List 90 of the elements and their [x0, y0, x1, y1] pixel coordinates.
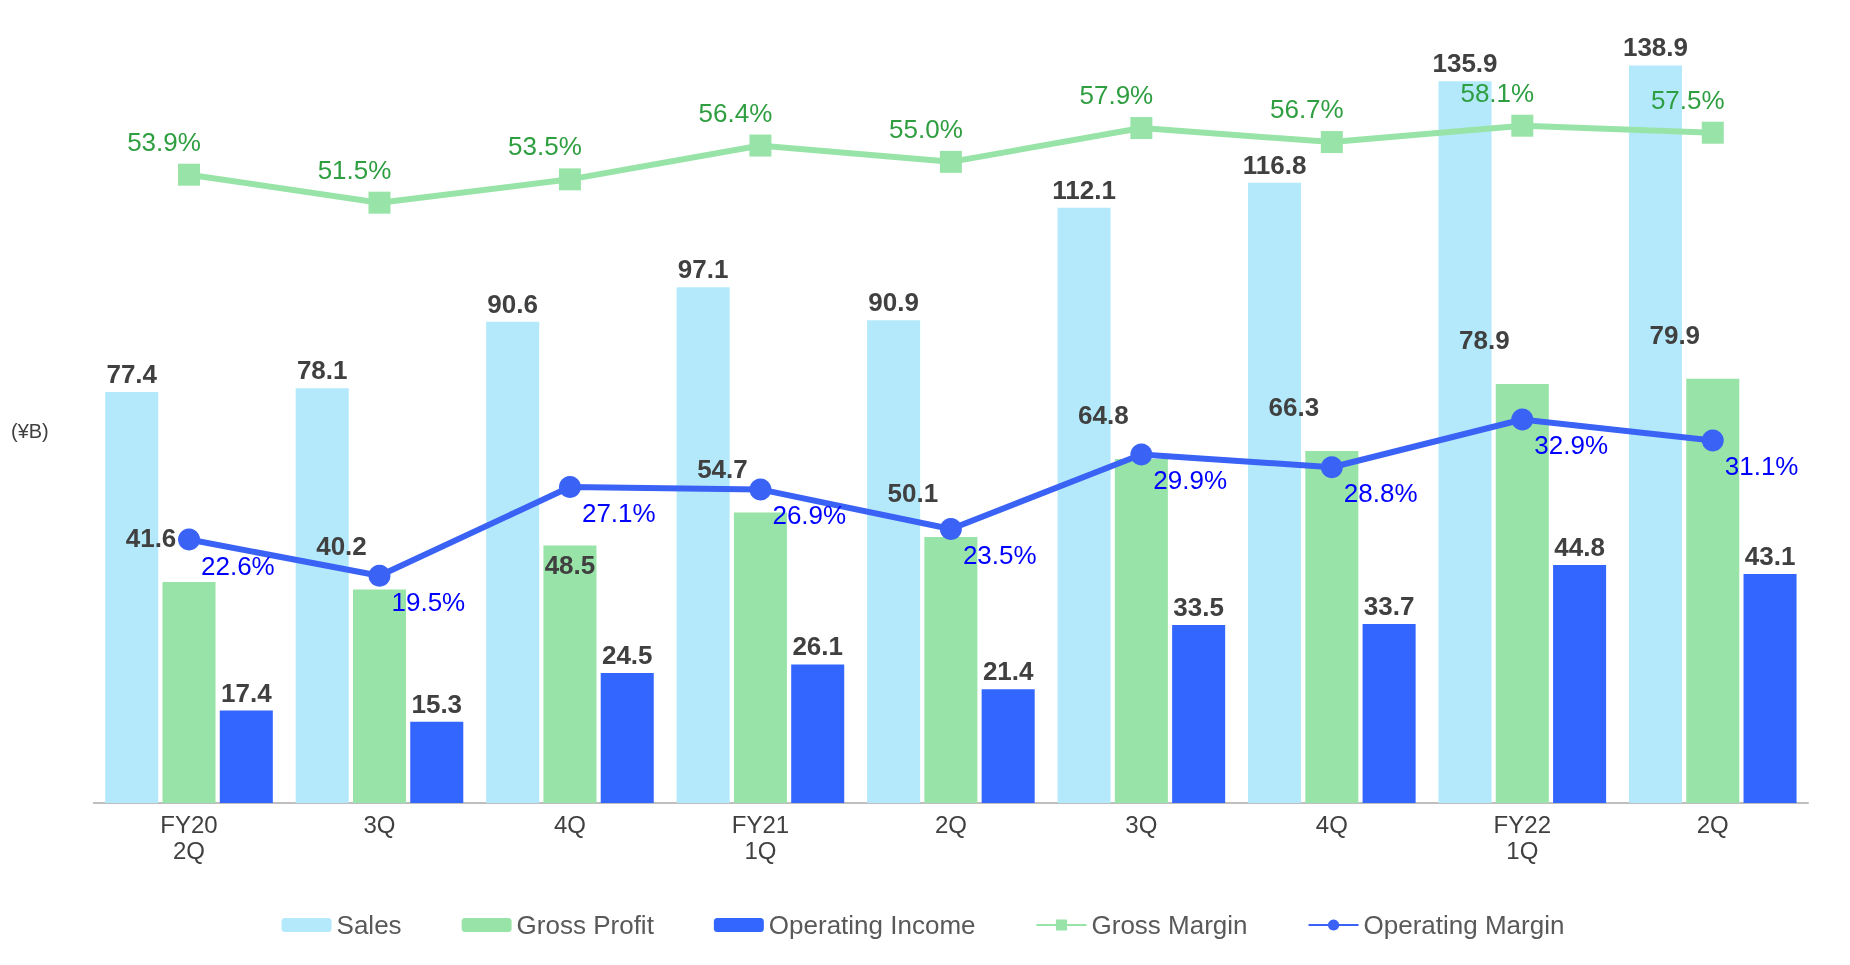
bar: [219, 710, 273, 803]
legend-label: Gross Profit: [516, 910, 655, 940]
data-label: 57.9%: [1079, 80, 1154, 111]
point: [1701, 121, 1724, 144]
bar: [600, 672, 654, 803]
data-label: 97.1: [677, 254, 729, 285]
x-tick-label: FY21 1Q: [731, 810, 790, 864]
data-label: 29.9%: [1153, 465, 1228, 496]
data-label: 90.6: [487, 288, 538, 319]
point: [1130, 443, 1153, 466]
data-label: 15.3: [411, 688, 463, 719]
bar: [1172, 625, 1226, 803]
data-label: 56.7%: [1269, 94, 1344, 125]
data-label: 56.4%: [698, 97, 773, 128]
data-label: 17.4: [221, 677, 273, 708]
data-label: 53.5%: [508, 131, 582, 162]
data-label: 26.9%: [772, 500, 847, 531]
point: [178, 163, 201, 186]
point: [558, 476, 581, 499]
data-label: 112.1: [1052, 174, 1116, 205]
data-label: 66.3: [1268, 391, 1320, 422]
data-label: 53.9%: [127, 126, 201, 157]
data-label: 32.9%: [1534, 430, 1609, 461]
data-label: 28.8%: [1343, 478, 1418, 509]
legend-label: Operating Margin: [1363, 910, 1565, 940]
data-label: 27.1%: [581, 498, 656, 529]
point: [558, 168, 581, 191]
point: [1511, 114, 1534, 137]
data-label: 135.9: [1432, 48, 1498, 79]
data-label: 78.9: [1458, 325, 1510, 355]
bar: [486, 321, 540, 803]
bar: [1743, 574, 1797, 803]
data-label: 54.7: [697, 453, 748, 484]
data-label: 79.9: [1649, 319, 1701, 350]
x-tick-label: 3Q: [363, 810, 396, 838]
data-label: 51.5%: [317, 154, 392, 185]
point: [178, 528, 201, 551]
data-label: 40.2: [316, 530, 367, 561]
x-tick-label: FY22 1Q: [1493, 810, 1551, 864]
x-tick-label: 3Q: [1125, 810, 1158, 838]
point: [1320, 131, 1343, 154]
bar: [162, 582, 216, 803]
data-label: 31.1%: [1724, 451, 1799, 482]
data-label: 43.1: [1744, 541, 1796, 572]
x-tick-label: 2Q: [1696, 810, 1729, 838]
x-tick-label: 4Q: [1315, 810, 1348, 838]
point: [1320, 456, 1343, 479]
point: [939, 150, 962, 173]
legend-label: Sales: [336, 910, 402, 940]
legend-label: Operating Income: [768, 910, 976, 940]
x-tick-label: FY20 2Q: [160, 810, 218, 864]
data-label: 33.5: [1173, 592, 1224, 623]
bar: [543, 545, 597, 803]
data-label: 55.0%: [889, 113, 963, 144]
data-label: 48.5: [544, 550, 596, 581]
point: [1511, 408, 1534, 431]
bar: [981, 689, 1035, 803]
bar: [410, 721, 464, 803]
data-label: 90.9: [868, 287, 919, 318]
data-label: 19.5%: [391, 586, 466, 617]
point: [1701, 429, 1724, 452]
data-label: 33.7: [1363, 591, 1415, 622]
y-axis-title: (¥B): [10, 419, 49, 442]
data-label: 41.6: [125, 523, 177, 554]
bar: [1553, 565, 1607, 803]
data-label: 26.1: [792, 631, 844, 662]
data-label: 64.8: [1078, 399, 1129, 430]
data-label: 116.8: [1242, 149, 1307, 180]
point: [368, 564, 391, 587]
data-label: 77.4: [106, 358, 158, 389]
data-label: 22.6%: [201, 550, 275, 581]
legend-label: Gross Margin: [1091, 910, 1248, 940]
point: [1130, 117, 1153, 140]
bar: [791, 664, 845, 803]
data-label: 50.1: [887, 477, 939, 508]
data-label: 44.8: [1554, 532, 1605, 563]
point: [749, 478, 772, 501]
x-tick-label: 4Q: [553, 810, 586, 838]
data-label: 24.5: [601, 639, 653, 670]
point: [368, 191, 391, 214]
data-label: 78.1: [296, 355, 348, 386]
bar: [1362, 624, 1416, 803]
x-tick-label: 2Q: [934, 810, 967, 838]
point: [749, 134, 772, 157]
point: [939, 518, 962, 541]
data-label: 57.5%: [1650, 84, 1725, 115]
data-label: 21.4: [982, 656, 1035, 687]
data-label: 58.1%: [1460, 77, 1535, 108]
data-label: 138.9: [1622, 32, 1689, 63]
data-label: 23.5%: [962, 540, 1037, 571]
